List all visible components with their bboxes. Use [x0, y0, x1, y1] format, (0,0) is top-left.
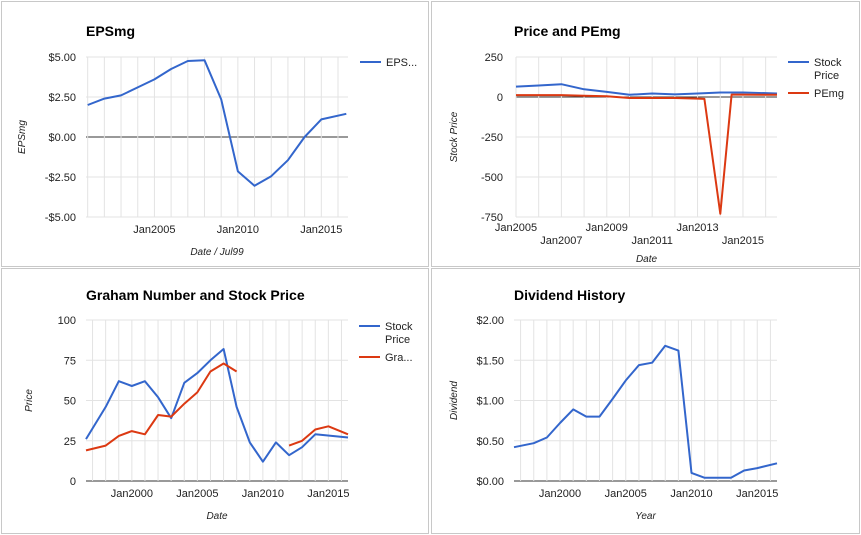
graham-chart-panel: Graham Number and Stock Price 100 75 50 25 0…: [1, 268, 429, 534]
x-tick-label: Jan2010: [242, 488, 284, 500]
price-pemg-chart-panel: Price and PEmg 250 0 -250 -500 -750 Jan2005 Ja…: [431, 1, 860, 267]
x-tick-label: Jan2010: [217, 224, 259, 236]
y-axis-label: Dividend: [449, 381, 460, 420]
y-tick-label: $2.00: [476, 315, 504, 327]
y-tick-label: -250: [481, 132, 503, 144]
y-tick-label: 0: [70, 476, 76, 488]
x-tick-label: Jan2005: [605, 488, 647, 500]
y-tick-label: $0.00: [48, 132, 76, 144]
x-axis-label: Date: [206, 511, 228, 522]
x-tick-label: Jan2015: [307, 488, 349, 500]
y-tick-label: -750: [481, 212, 503, 224]
x-axis-label: Date: [636, 254, 658, 265]
y-tick-label: 25: [64, 436, 76, 448]
x-tick-label: Jan2015: [722, 235, 764, 247]
y-tick-label: -$2.50: [45, 172, 76, 184]
chart-title: Graham Number and Stock Price: [86, 287, 305, 303]
eps-chart: $5.00 $2.50 $0.00 -$2.50 -$5.00 Jan2005 Jan201…: [17, 52, 417, 258]
x-axis-label: Year: [635, 511, 656, 522]
series-line-1: [513, 344, 778, 479]
eps-chart-panel: EPSmg $5.00 $2.50 $0.00 -$2.50 -$5.00 Jan2005…: [1, 1, 429, 267]
x-tick-label: Jan2005: [133, 224, 175, 236]
legend-label: EPS...: [386, 57, 417, 69]
series-line-1: [515, 83, 778, 96]
y-tick-label: $0.00: [476, 476, 504, 488]
series-line-2: [85, 362, 238, 452]
y-tick-label: 50: [64, 396, 76, 408]
legend-label: Gra...: [385, 352, 413, 364]
chart-title: Price and PEmg: [514, 23, 621, 39]
y-tick-label: $1.50: [476, 355, 504, 367]
x-tick-label: Jan2000: [539, 488, 581, 500]
y-tick-label: -500: [481, 172, 503, 184]
series-line-2: [516, 93, 778, 215]
x-tick-label: Jan2013: [676, 222, 718, 234]
chart-title: Dividend History: [514, 287, 626, 303]
y-tick-label: 75: [64, 355, 76, 367]
x-tick-label: Jan2009: [586, 222, 628, 234]
dividend-chart-panel: Dividend History $2.00 $1.50 $1.00 $0.50 $0.…: [431, 268, 860, 534]
x-tick-label: Jan2005: [495, 222, 537, 234]
y-tick-label: $0.50: [476, 436, 504, 448]
legend-label: Stock Price: [385, 321, 413, 346]
y-axis-label: EPSmg: [17, 120, 28, 154]
y-tick-label: 0: [497, 92, 503, 104]
y-tick-label: -$5.00: [45, 212, 76, 224]
y-tick-label: 250: [485, 52, 503, 64]
series-line-2: [288, 425, 349, 447]
x-tick-label: Jan2005: [176, 488, 218, 500]
x-axis-label: Date / Jul99: [190, 247, 244, 258]
series-line-1: [85, 348, 349, 463]
x-tick-label: Jan2015: [300, 224, 342, 236]
dividend-chart: $2.00 $1.50 $1.00 $0.50 $0.00 Jan2000 Jan2005 J…: [449, 315, 778, 522]
x-tick-label: Jan2000: [111, 488, 153, 500]
price-pemg-chart: 2500-250-500-750Jan2005Jan2007Jan2009Jan…: [449, 52, 844, 265]
y-axis-label: Stock Price: [449, 111, 460, 162]
x-tick-label: Jan2011: [631, 235, 672, 247]
chart-title: EPSmg: [86, 23, 136, 39]
y-tick-label: 100: [58, 315, 76, 327]
y-tick-label: $5.00: [48, 52, 76, 64]
y-tick-label: $2.50: [48, 92, 76, 104]
graham-chart: 100 75 50 25 0 Jan2000 Jan2005 Jan2010 Jan2015 Da…: [24, 315, 413, 522]
x-tick-label: Jan2010: [670, 488, 712, 500]
legend-label: PEmg: [814, 88, 844, 100]
series-line-1: [87, 59, 347, 187]
x-tick-label: Jan2007: [540, 235, 582, 247]
y-tick-label: $1.00: [476, 396, 504, 408]
x-tick-label: Jan2015: [736, 488, 778, 500]
legend-label: Stock Price: [814, 57, 842, 82]
y-axis-label: Price: [24, 389, 35, 412]
